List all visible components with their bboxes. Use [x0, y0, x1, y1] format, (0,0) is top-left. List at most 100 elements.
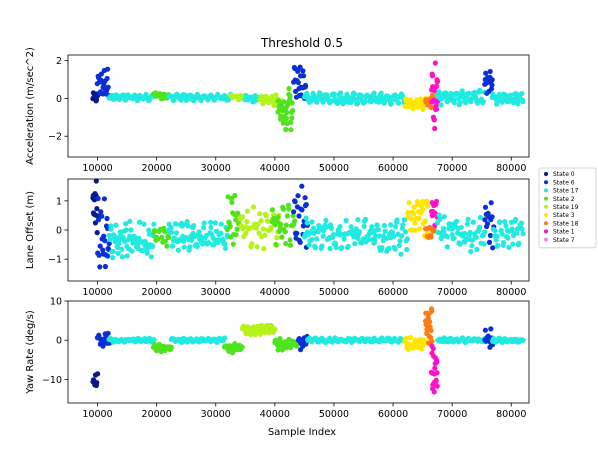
data-point [107, 236, 113, 243]
x-tick-label: 30000 [201, 409, 231, 420]
data-point [234, 226, 240, 232]
data-point [474, 246, 480, 253]
data-point [457, 241, 463, 247]
data-point [513, 91, 519, 97]
x-tick-label: 60000 [378, 287, 408, 298]
data-point [144, 250, 150, 256]
data-point [519, 220, 525, 226]
data-point [284, 213, 290, 219]
data-point [488, 200, 494, 206]
data-point [212, 220, 218, 226]
data-point [98, 71, 104, 77]
data-point [433, 102, 439, 108]
data-point [280, 120, 286, 126]
data-point [434, 370, 440, 376]
data-point [295, 68, 301, 74]
x-tick-label: 80000 [496, 409, 526, 420]
data-point [434, 383, 440, 389]
data-point [411, 204, 417, 210]
data-point [467, 229, 473, 236]
y-tick-label: −2 [48, 132, 62, 143]
data-point [361, 223, 367, 229]
data-point [429, 73, 436, 79]
data-point [441, 228, 447, 235]
data-point [102, 238, 108, 244]
data-point [441, 214, 447, 220]
x-tick-label: 50000 [319, 409, 349, 420]
data-point [97, 243, 103, 249]
data-point [102, 263, 108, 270]
data-point [275, 347, 281, 353]
data-point [477, 224, 483, 230]
data-point [519, 226, 525, 232]
data-point [379, 245, 385, 251]
data-point [268, 225, 274, 231]
data-point [355, 100, 361, 106]
data-point [513, 216, 519, 222]
x-tick-label: 80000 [496, 287, 526, 298]
data-point [408, 216, 414, 222]
data-point [94, 230, 100, 236]
data-point [392, 246, 398, 252]
data-point [429, 338, 435, 344]
data-point [400, 222, 406, 228]
data-point [273, 241, 279, 247]
data-point [519, 91, 525, 97]
data-point [208, 224, 214, 231]
data-point [436, 212, 442, 218]
data-point [294, 230, 300, 236]
data-point [328, 225, 335, 231]
legend-label: State 7 [553, 237, 575, 244]
data-point [289, 100, 295, 106]
data-point [411, 344, 417, 350]
data-point [468, 249, 474, 255]
data-point [191, 223, 197, 229]
data-point [101, 233, 107, 239]
subplot-2: −1 0 1 10000 20000 30000 40000 50000 60000 70000 8… [25, 178, 530, 298]
data-point [173, 230, 179, 236]
data-point [473, 234, 479, 240]
data-point [98, 209, 104, 215]
data-point [397, 238, 403, 244]
data-point [232, 192, 238, 199]
data-point [336, 228, 342, 234]
data-point [356, 229, 362, 235]
data-point [388, 222, 394, 228]
data-point [302, 82, 309, 89]
data-point [300, 223, 306, 229]
data-point [233, 217, 239, 223]
data-point [323, 224, 330, 230]
data-point [404, 246, 410, 253]
data-point [378, 90, 384, 96]
data-point [428, 234, 434, 240]
data-point [162, 238, 168, 244]
data-point [285, 202, 292, 208]
data-point [290, 213, 296, 219]
chart-title: Threshold 0.5 [260, 36, 343, 50]
data-point [288, 127, 294, 133]
data-point [284, 110, 290, 116]
data-points [90, 306, 526, 395]
legend-marker [544, 196, 548, 201]
data-point [507, 92, 513, 98]
data-point [424, 203, 430, 209]
data-point [509, 226, 515, 232]
data-point [371, 90, 377, 96]
data-point [366, 237, 372, 243]
legend-label: State 2 [553, 196, 575, 203]
data-point [351, 91, 357, 97]
data-point [489, 77, 495, 83]
data-point [484, 221, 491, 227]
data-point [105, 66, 111, 72]
data-point [101, 196, 107, 202]
data-point [277, 336, 283, 342]
data-point [375, 227, 381, 233]
data-point [260, 226, 266, 232]
data-point [488, 326, 494, 332]
data-point [286, 86, 292, 92]
data-point [150, 243, 156, 250]
data-point [218, 221, 224, 227]
data-point [93, 97, 100, 103]
